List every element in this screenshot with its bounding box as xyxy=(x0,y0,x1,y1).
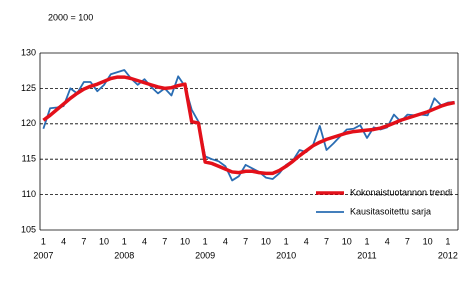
x-tick-label: 7 xyxy=(405,236,410,246)
y-tick-label: 105 xyxy=(21,224,36,234)
x-tick-label: 1 xyxy=(41,236,46,246)
x-tick-label: 10 xyxy=(261,236,271,246)
x-tick-label: 4 xyxy=(142,236,147,246)
x-tick-label: 4 xyxy=(61,236,66,246)
x-tick-label: 7 xyxy=(324,236,329,246)
x-tick-label: 1 xyxy=(364,236,369,246)
x-tick-label: 7 xyxy=(162,236,167,246)
x-tick-label: 7 xyxy=(81,236,86,246)
series-line xyxy=(42,75,455,176)
x-tick-label: 1 xyxy=(203,236,208,246)
x-group-label: 2011 xyxy=(357,250,376,260)
x-group-label: 2012 xyxy=(438,250,458,260)
legend-label: Kokonaistuotannon trendi xyxy=(350,187,452,197)
x-group-label: 2007 xyxy=(33,250,53,260)
y-tick-label: 120 xyxy=(21,118,36,128)
x-tick-label: 1 xyxy=(284,236,289,246)
x-tick-label: 1 xyxy=(122,236,127,246)
x-tick-label: 4 xyxy=(223,236,228,246)
x-tick-label: 7 xyxy=(243,236,248,246)
x-group-label: 2008 xyxy=(114,250,134,260)
x-tick-label: 4 xyxy=(385,236,390,246)
x-tick-label: 4 xyxy=(304,236,309,246)
x-tick-label: 10 xyxy=(342,236,352,246)
annotation: 2000 = 100 xyxy=(48,12,93,22)
x-tick-label: 10 xyxy=(423,236,433,246)
y-tick-label: 125 xyxy=(21,83,36,93)
x-tick-label: 10 xyxy=(99,236,109,246)
y-tick-label: 110 xyxy=(22,189,36,199)
x-group-label: 2009 xyxy=(195,250,215,260)
x-tick-label: 1 xyxy=(445,236,450,246)
legend-label: Kausitasoitettu sarja xyxy=(350,206,431,216)
x-group-label: 2010 xyxy=(276,250,296,260)
y-tick-label: 115 xyxy=(22,154,36,164)
y-tick-label: 130 xyxy=(21,47,36,57)
x-tick-label: 10 xyxy=(180,236,190,246)
